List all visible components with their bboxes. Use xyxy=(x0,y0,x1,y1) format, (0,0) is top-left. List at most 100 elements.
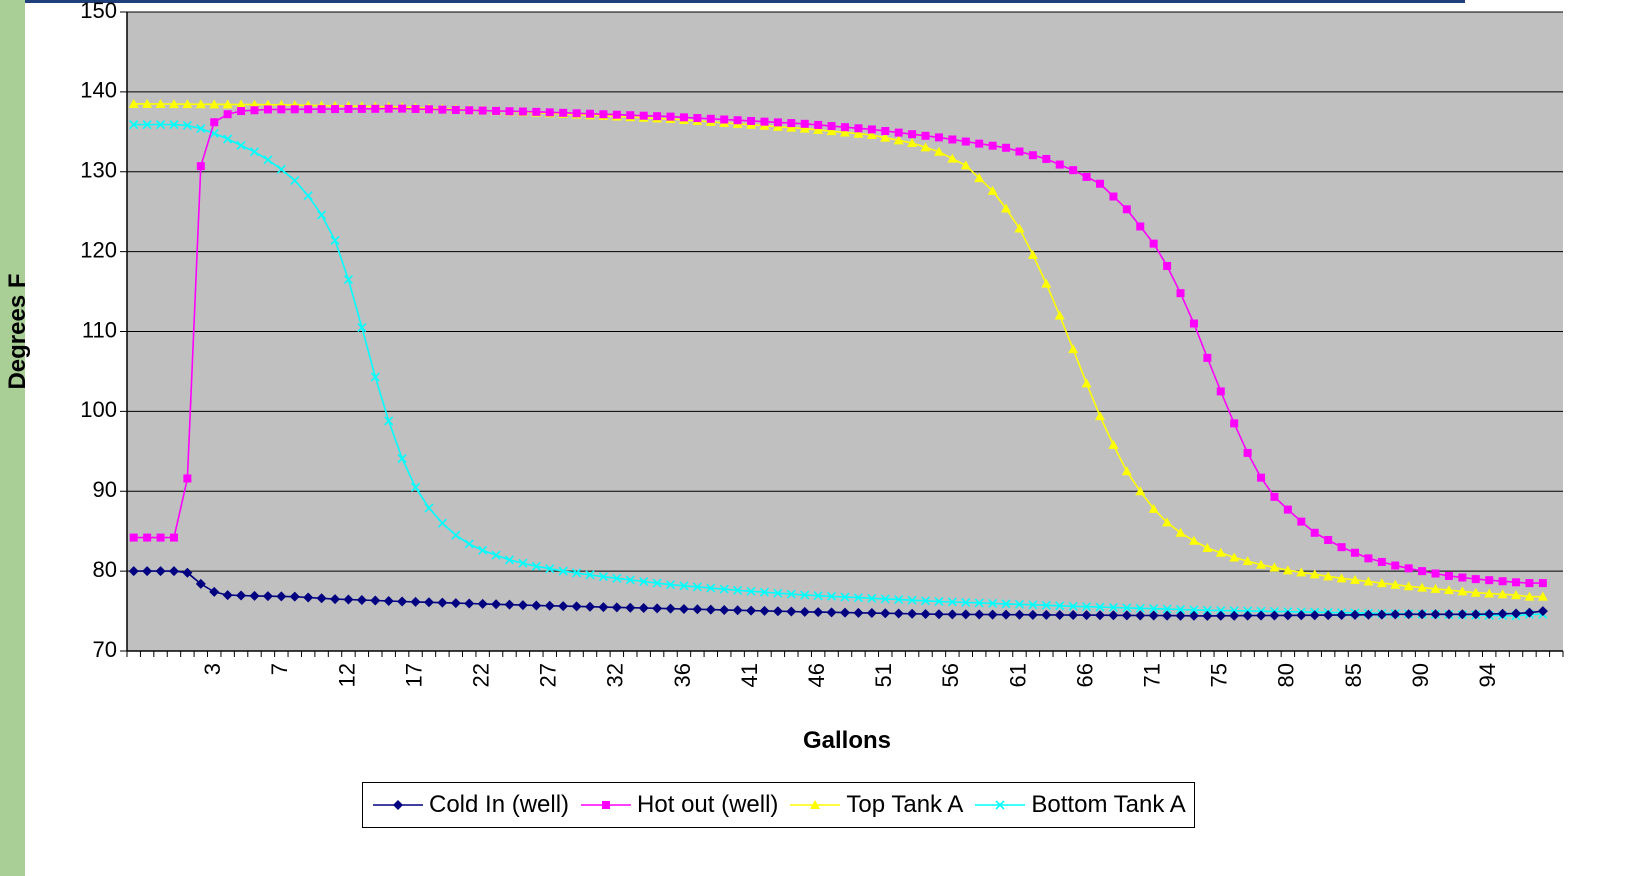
data-point xyxy=(1215,547,1226,557)
data-point xyxy=(598,602,609,613)
data-point xyxy=(1376,609,1387,620)
data-point xyxy=(1511,608,1522,619)
data-point xyxy=(1524,607,1535,618)
data-point xyxy=(933,146,944,156)
data-point xyxy=(1188,610,1199,621)
data-point xyxy=(625,575,635,585)
series-1 xyxy=(129,104,1547,588)
data-point xyxy=(827,122,836,131)
data-point xyxy=(948,135,957,144)
data-point xyxy=(988,141,997,150)
left-accent-bar xyxy=(0,0,25,876)
data-point xyxy=(1122,603,1132,613)
data-point xyxy=(571,601,582,612)
x-tick-label: 61 xyxy=(1005,663,1030,687)
data-point xyxy=(799,123,810,133)
data-point xyxy=(1470,609,1481,620)
data-point xyxy=(1242,610,1253,621)
data-point xyxy=(665,580,676,590)
data-point xyxy=(210,118,219,127)
legend-item: Bottom Tank A xyxy=(973,791,1186,819)
data-point xyxy=(437,518,447,528)
data-point xyxy=(1512,578,1521,587)
data-point xyxy=(505,107,514,116)
data-point xyxy=(451,105,460,114)
data-point xyxy=(1135,486,1146,496)
data-point xyxy=(786,606,797,617)
data-point xyxy=(881,127,890,136)
data-point xyxy=(1364,554,1373,563)
series-line xyxy=(133,107,1543,584)
data-point xyxy=(1215,610,1226,621)
data-point xyxy=(813,607,824,618)
data-point xyxy=(1109,192,1118,201)
data-point xyxy=(558,566,568,576)
data-point xyxy=(1028,600,1038,610)
data-point xyxy=(1108,610,1119,621)
data-point xyxy=(894,128,903,137)
data-point xyxy=(840,607,850,618)
data-point xyxy=(491,599,502,610)
legend-item: Top Tank A xyxy=(788,791,963,819)
data-point xyxy=(222,590,233,601)
data-point xyxy=(747,116,756,125)
data-point xyxy=(1470,587,1481,597)
gridlines xyxy=(127,11,1563,572)
data-point xyxy=(398,104,407,113)
data-point xyxy=(866,130,877,140)
data-point xyxy=(182,567,193,578)
data-point xyxy=(1229,610,1240,621)
legend-item: Cold In (well) xyxy=(371,791,569,819)
data-point xyxy=(1015,147,1024,156)
data-point xyxy=(987,185,998,195)
data-point xyxy=(1136,222,1145,231)
data-point xyxy=(343,275,354,285)
data-point xyxy=(1162,604,1172,614)
data-point xyxy=(572,109,581,118)
data-point xyxy=(826,607,837,618)
data-point xyxy=(1485,576,1494,585)
data-point xyxy=(960,609,971,620)
data-point xyxy=(773,118,782,127)
data-point xyxy=(1524,591,1535,601)
data-point xyxy=(893,135,904,145)
legend-label: Top Tank A xyxy=(846,791,964,818)
data-point xyxy=(1309,610,1320,621)
data-point xyxy=(706,114,715,123)
data-point xyxy=(1068,344,1079,354)
data-point xyxy=(397,596,408,607)
legend-swatch xyxy=(373,800,423,810)
data-point xyxy=(504,599,515,610)
data-point xyxy=(1309,569,1320,579)
legend-swatch xyxy=(790,800,841,809)
data-point xyxy=(693,114,702,123)
data-point xyxy=(277,105,286,114)
data-point xyxy=(1256,559,1267,569)
y-tick-label: 110 xyxy=(82,317,117,342)
data-point xyxy=(995,800,1005,810)
x-tick-label: 94 xyxy=(1475,663,1500,687)
data-point xyxy=(1257,473,1266,482)
data-point xyxy=(639,576,649,587)
data-point xyxy=(854,124,863,133)
data-point xyxy=(1417,609,1428,620)
data-point xyxy=(810,800,821,809)
data-point xyxy=(464,598,475,609)
data-point xyxy=(1403,581,1414,591)
data-point xyxy=(920,596,931,606)
data-point xyxy=(249,147,260,157)
data-point xyxy=(746,586,756,596)
x-tick-label: 12 xyxy=(334,663,359,687)
data-point xyxy=(720,115,729,124)
x-tick-label: 75 xyxy=(1207,663,1232,687)
data-point xyxy=(559,108,568,117)
data-point xyxy=(988,598,998,608)
data-point xyxy=(1202,605,1212,615)
data-point xyxy=(1337,543,1346,552)
data-point xyxy=(142,98,153,108)
data-point xyxy=(638,603,649,614)
data-point xyxy=(1162,517,1173,527)
data-point xyxy=(974,609,985,620)
data-point xyxy=(961,137,970,146)
data-point xyxy=(1443,585,1454,595)
